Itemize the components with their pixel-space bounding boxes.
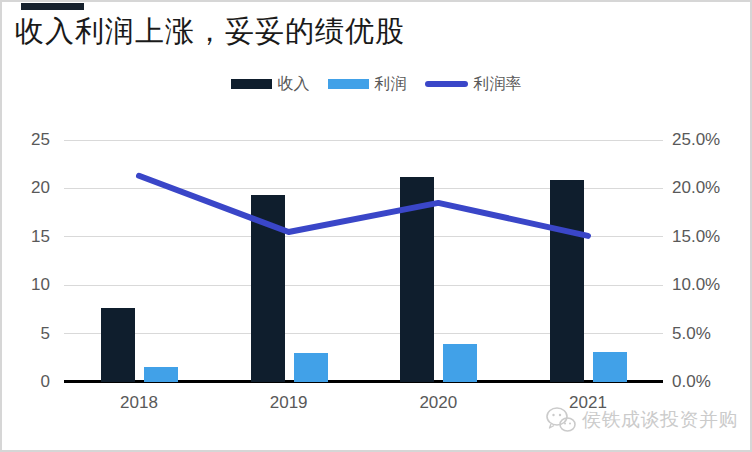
right-axis-tick: 25.0% (672, 131, 742, 149)
x-axis-label: 2020 (419, 394, 457, 412)
plot-area (64, 140, 663, 382)
legend-swatch-利润率 (425, 81, 468, 87)
legend-label: 利润率 (474, 76, 522, 92)
left-axis-tick: 20 (2, 179, 50, 197)
right-axis-tick: 15.0% (672, 228, 742, 246)
right-axis-tick: 5.0% (672, 325, 742, 343)
right-axis-tick: 20.0% (672, 179, 742, 197)
legend-item-收入: 收入 (231, 76, 310, 92)
chart-legend: 收入 利润 利润率 (2, 73, 750, 95)
legend-swatch-利润 (328, 79, 369, 89)
legend-label: 收入 (278, 76, 310, 92)
title-accent-bar (21, 3, 84, 10)
profit-margin-line (64, 140, 663, 382)
legend-label: 利润 (375, 76, 407, 92)
legend-item-利润: 利润 (328, 76, 407, 92)
legend-item-利润率: 利润率 (425, 76, 522, 92)
right-axis-tick: 0.0% (672, 373, 742, 391)
left-axis-tick: 10 (2, 276, 50, 294)
wechat-icon (545, 406, 577, 434)
slide: 收入利润上涨，妥妥的绩优股 收入 利润 利润率 0 0.0% 5 5.0% 10 10.0% 1… (0, 0, 752, 452)
x-axis-label: 2019 (270, 394, 308, 412)
left-axis-tick: 0 (2, 373, 50, 391)
page-title: 收入利润上涨，妥妥的绩优股 (15, 12, 405, 52)
left-axis-tick: 15 (2, 228, 50, 246)
legend-swatch-收入 (231, 79, 272, 89)
watermark-text: 侯铁成谈投资并购 (582, 407, 738, 433)
left-axis-tick: 5 (2, 325, 50, 343)
watermark: 侯铁成谈投资并购 (545, 406, 738, 434)
x-axis-label: 2018 (120, 394, 158, 412)
left-axis-tick: 25 (2, 131, 50, 149)
right-axis-tick: 10.0% (672, 276, 742, 294)
